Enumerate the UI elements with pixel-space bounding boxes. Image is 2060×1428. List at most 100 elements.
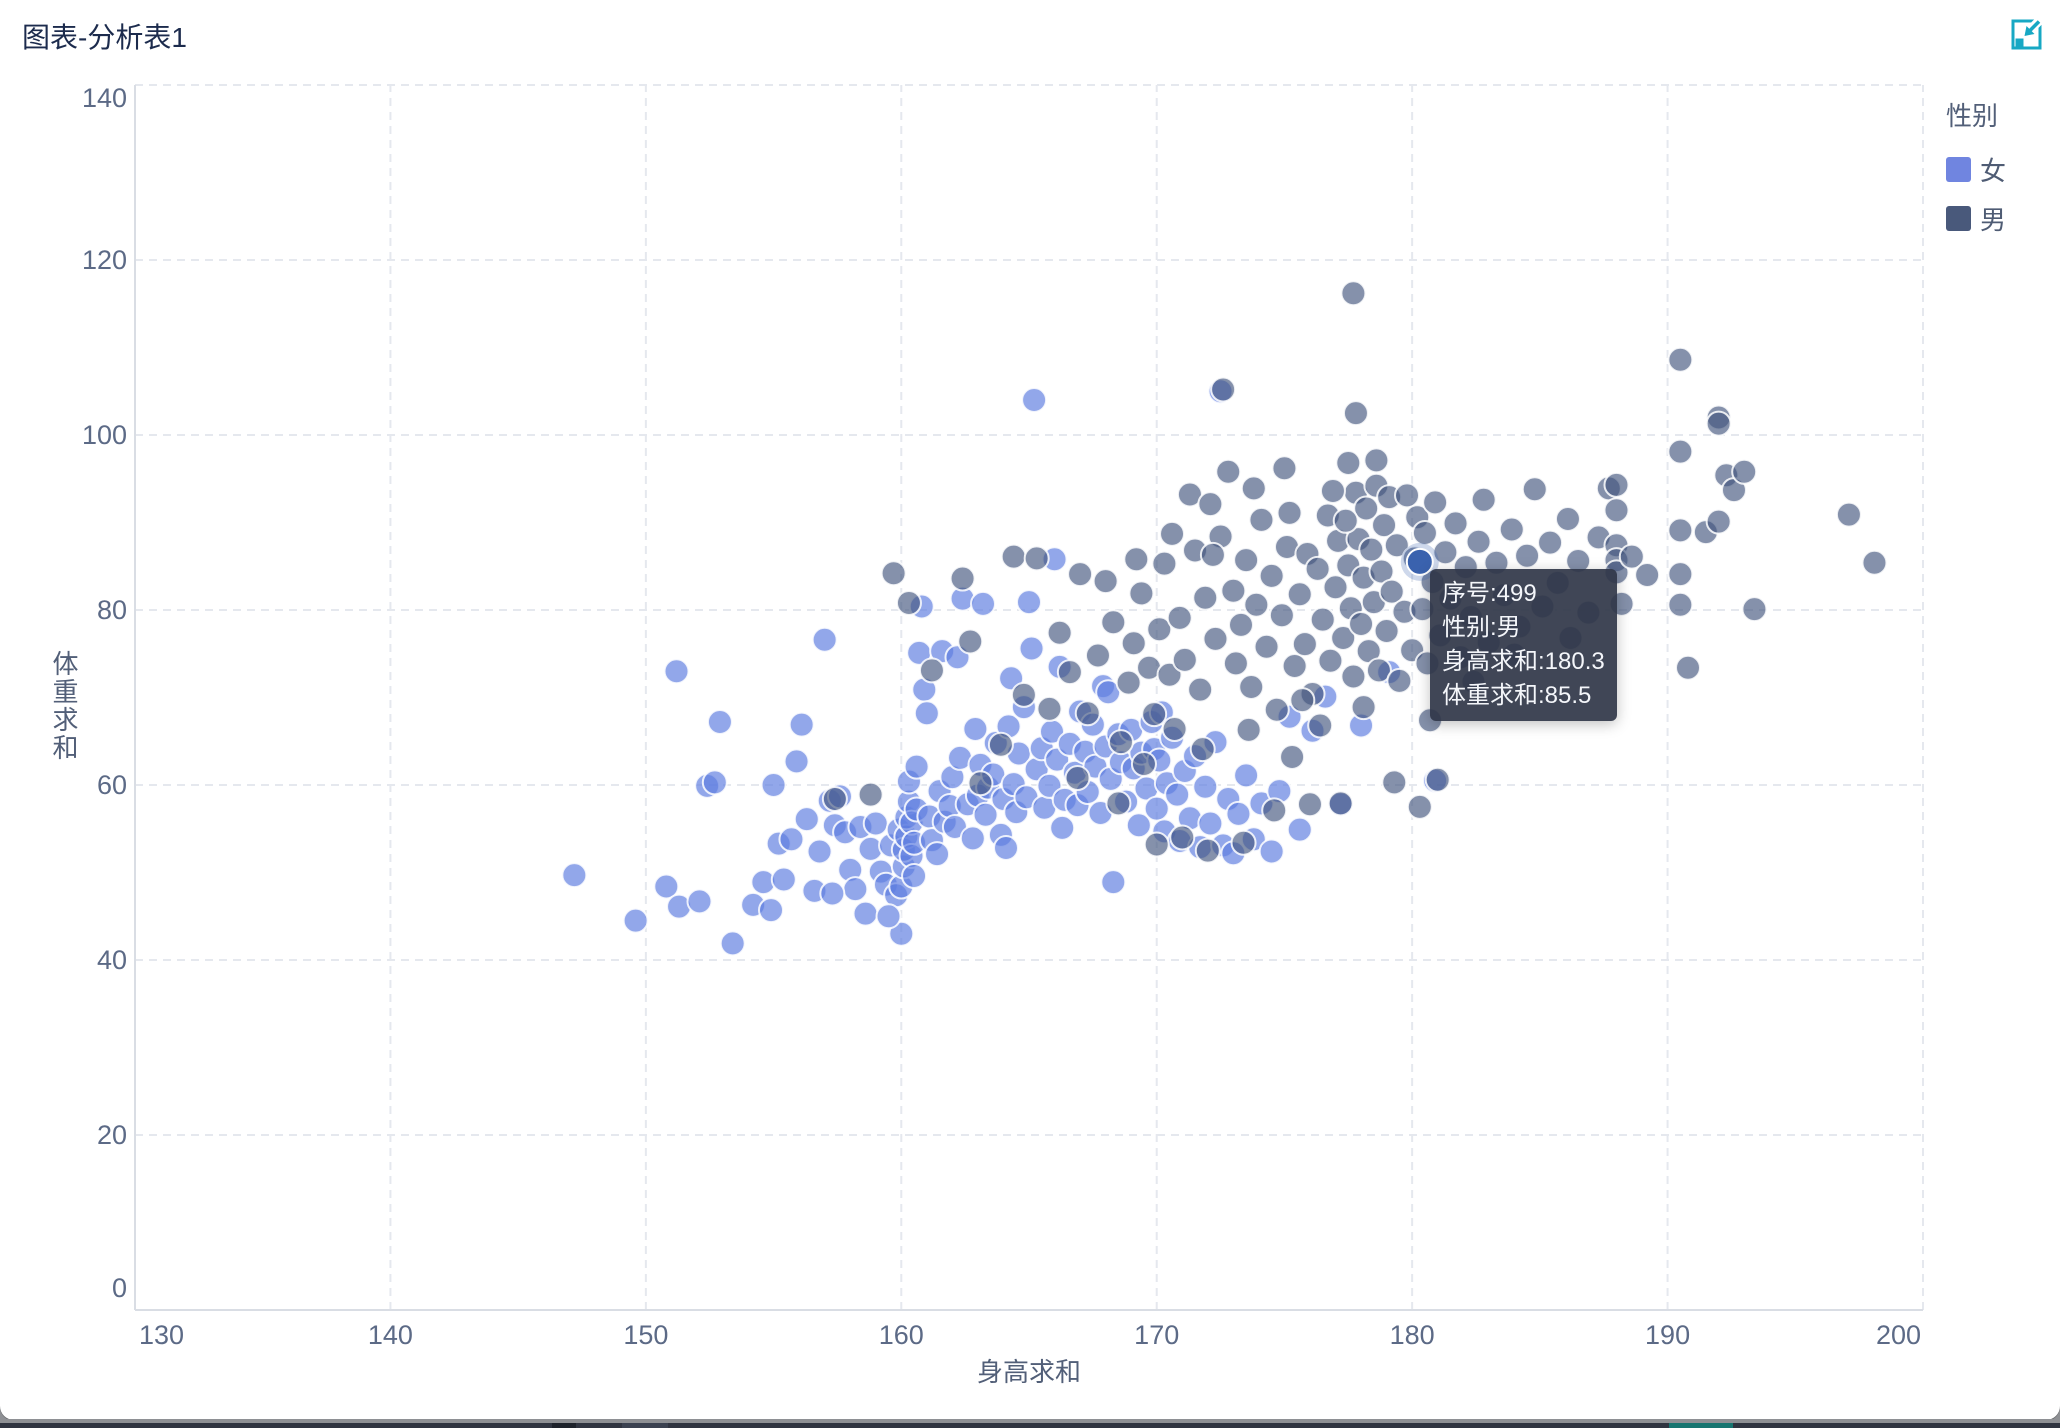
hovered-scatter-point[interactable]	[1405, 547, 1434, 576]
scatter-point-女[interactable]	[901, 863, 928, 889]
scatter-point-男[interactable]	[1358, 536, 1385, 563]
scatter-point-男[interactable]	[1268, 602, 1295, 629]
scatter-point-女[interactable]	[1100, 869, 1127, 896]
scatter-point-女[interactable]	[903, 753, 930, 780]
scatter-point-男[interactable]	[1363, 447, 1390, 474]
scatter-point-男[interactable]	[1353, 495, 1380, 522]
scatter-point-女[interactable]	[1225, 800, 1252, 827]
scatter-point-女[interactable]	[1233, 762, 1260, 789]
scatter-point-女[interactable]	[962, 716, 989, 742]
scatter-point-男[interactable]	[1151, 550, 1178, 577]
scatter-point-男[interactable]	[1411, 520, 1438, 546]
scatter-point-男[interactable]	[1457, 604, 1484, 630]
scatter-point-男[interactable]	[1667, 346, 1694, 373]
scatter-point-男[interactable]	[967, 770, 994, 797]
scatter-point-男[interactable]	[1240, 475, 1267, 502]
scatter-point-男[interactable]	[1228, 611, 1255, 638]
scatter-point-男[interactable]	[1258, 562, 1285, 589]
scatter-point-男[interactable]	[1394, 482, 1421, 509]
scatter-point-男[interactable]	[1210, 376, 1237, 403]
scatter-point-女[interactable]	[561, 862, 588, 889]
scatter-point-男[interactable]	[1383, 532, 1410, 559]
scatter-point-女[interactable]	[862, 810, 889, 837]
scatter-point-男[interactable]	[1371, 512, 1398, 539]
scatter-point-男[interactable]	[1074, 700, 1101, 727]
scatter-point-男[interactable]	[1235, 716, 1262, 743]
scatter-point-男[interactable]	[1348, 611, 1375, 637]
scatter-point-男[interactable]	[1319, 478, 1346, 504]
scatter-point-女[interactable]	[1049, 814, 1076, 841]
scatter-point-男[interactable]	[1317, 647, 1344, 674]
scatter-point-男[interactable]	[1194, 837, 1221, 864]
scatter-point-女[interactable]	[1016, 589, 1042, 616]
scatter-point-男[interactable]	[1465, 528, 1492, 555]
scatter-point-男[interactable]	[1304, 555, 1331, 582]
scatter-point-女[interactable]	[842, 876, 869, 903]
scatter-point-男[interactable]	[1322, 574, 1349, 601]
scatter-point-男[interactable]	[1146, 616, 1173, 643]
scatter-point-男[interactable]	[1667, 561, 1694, 588]
scatter-point-女[interactable]	[993, 835, 1020, 861]
scatter-point-女[interactable]	[719, 930, 746, 957]
scatter-point-男[interactable]	[1141, 701, 1168, 728]
scatter-point-女[interactable]	[760, 772, 787, 798]
scatter-point-女[interactable]	[793, 806, 820, 833]
scatter-point-男[interactable]	[1491, 582, 1518, 609]
scatter-point-男[interactable]	[1452, 554, 1479, 581]
scatter-point-女[interactable]	[1143, 795, 1170, 822]
scatter-point-女[interactable]	[770, 866, 797, 893]
scatter-point-女[interactable]	[913, 700, 940, 727]
scatter-point-男[interactable]	[1084, 642, 1111, 669]
scatter-point-男[interactable]	[1432, 539, 1459, 566]
scatter-point-男[interactable]	[1470, 486, 1497, 513]
scatter-point-男[interactable]	[1220, 577, 1247, 604]
scatter-point-男[interactable]	[1161, 716, 1188, 742]
scatter-point-男[interactable]	[1537, 529, 1564, 556]
scatter-point-男[interactable]	[1286, 581, 1313, 608]
scatter-point-女[interactable]	[972, 801, 999, 828]
scatter-point-女[interactable]	[806, 838, 833, 865]
scatter-point-女[interactable]	[811, 626, 838, 653]
scatter-point-女[interactable]	[924, 841, 951, 868]
scatter-point-男[interactable]	[1253, 633, 1280, 660]
scatter-point-男[interactable]	[1705, 410, 1732, 437]
scatter-point-男[interactable]	[1199, 541, 1226, 568]
scatter-point-男[interactable]	[1327, 790, 1354, 817]
scatter-point-男[interactable]	[1483, 549, 1510, 576]
scatter-point-男[interactable]	[821, 786, 848, 812]
scatter-point-男[interactable]	[1342, 400, 1369, 427]
scatter-point-女[interactable]	[1018, 635, 1045, 662]
scatter-point-女[interactable]	[1021, 387, 1048, 413]
scatter-point-男[interactable]	[1197, 491, 1224, 518]
scatter-point-男[interactable]	[1281, 653, 1308, 679]
scatter-point-男[interactable]	[1565, 548, 1592, 574]
scatter-point-男[interactable]	[1557, 625, 1584, 651]
scatter-point-男[interactable]	[1169, 824, 1196, 851]
scatter-point-男[interactable]	[1000, 543, 1027, 570]
scatter-point-男[interactable]	[1340, 280, 1367, 307]
scatter-point-男[interactable]	[1741, 596, 1768, 623]
scatter-point-女[interactable]	[875, 903, 902, 930]
scatter-point-男[interactable]	[1120, 630, 1147, 657]
scatter-point-男[interactable]	[1340, 663, 1367, 690]
legend-item-female[interactable]: 女	[1946, 151, 2006, 188]
scatter-point-男[interactable]	[1171, 646, 1198, 673]
scatter-point-男[interactable]	[1835, 501, 1862, 528]
scatter-point-男[interactable]	[1447, 644, 1474, 671]
scatter-point-男[interactable]	[895, 590, 922, 616]
scatter-point-女[interactable]	[758, 897, 785, 924]
scatter-point-男[interactable]	[857, 781, 884, 808]
scatter-point-女[interactable]	[653, 873, 680, 900]
scatter-point-男[interactable]	[1368, 558, 1395, 585]
scatter-point-男[interactable]	[1263, 696, 1290, 723]
scatter-point-男[interactable]	[1414, 650, 1441, 677]
scatter-point-男[interactable]	[1529, 593, 1556, 620]
scatter-point-男[interactable]	[1667, 517, 1694, 544]
scatter-point-男[interactable]	[949, 565, 976, 592]
scatter-point-男[interactable]	[1667, 591, 1694, 618]
scatter-point-男[interactable]	[1422, 489, 1449, 516]
scatter-point-男[interactable]	[1296, 791, 1323, 818]
scatter-point-男[interactable]	[1123, 546, 1150, 573]
scatter-point-男[interactable]	[1056, 659, 1083, 686]
scatter-point-男[interactable]	[1373, 618, 1400, 644]
